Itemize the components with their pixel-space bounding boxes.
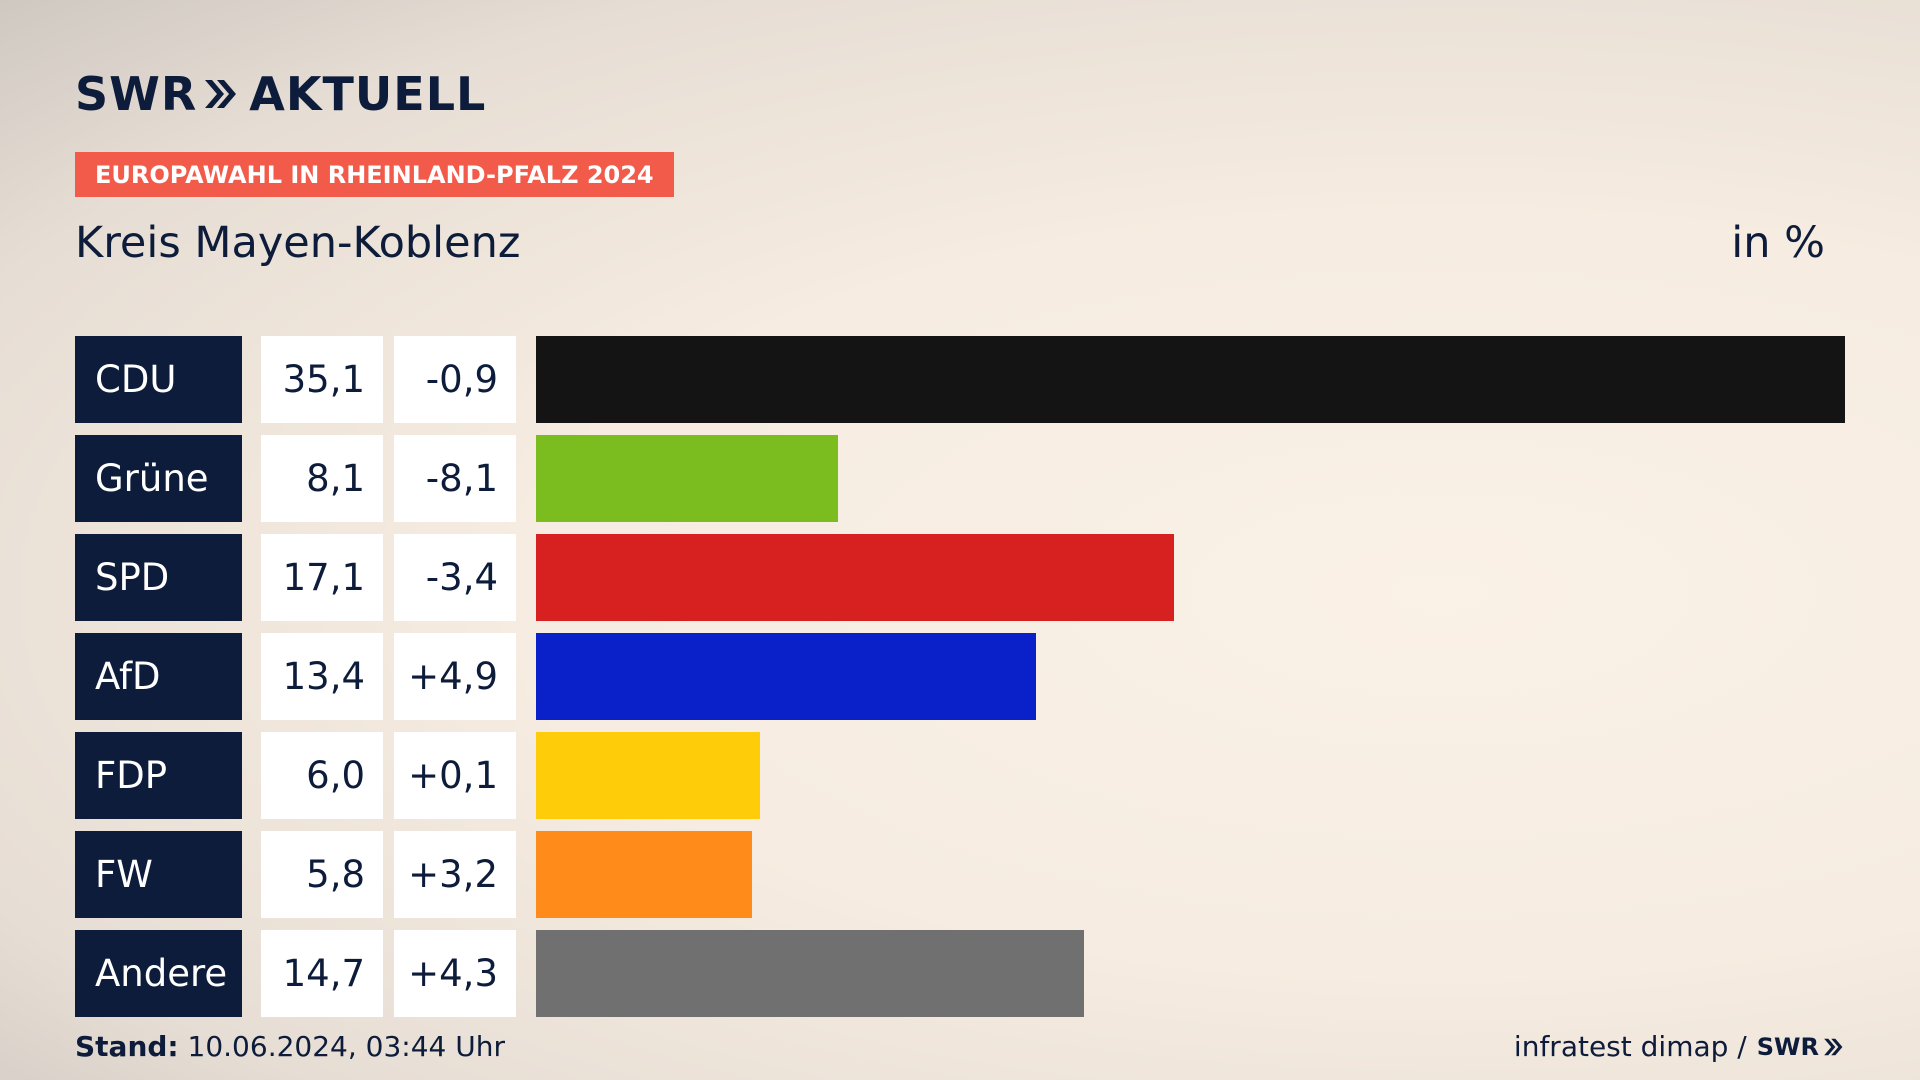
vote-share-value: 13,4	[261, 633, 383, 720]
party-row: CDU 35,1 -0,9	[75, 336, 1845, 423]
result-bar	[536, 633, 1036, 720]
stand-value: 10.06.2024, 03:44 Uhr	[187, 1030, 505, 1063]
vote-change-value: +4,3	[394, 930, 516, 1017]
vote-change-value: -3,4	[394, 534, 516, 621]
party-label: AfD	[75, 633, 242, 720]
source-text: infratest dimap /	[1513, 1030, 1747, 1063]
vote-share-value: 35,1	[261, 336, 383, 423]
party-row: AfD 13,4 +4,9	[75, 633, 1845, 720]
party-label: SPD	[75, 534, 242, 621]
party-label: CDU	[75, 336, 242, 423]
party-label: FDP	[75, 732, 242, 819]
vote-change-value: -8,1	[394, 435, 516, 522]
vote-share-value: 6,0	[261, 732, 383, 819]
vote-share-value: 14,7	[261, 930, 383, 1017]
timestamp: Stand: 10.06.2024, 03:44 Uhr	[75, 1030, 505, 1063]
party-row: Grüne 8,1 -8,1	[75, 435, 1845, 522]
party-label: Andere	[75, 930, 242, 1017]
result-bar	[536, 831, 752, 918]
result-bar	[536, 732, 760, 819]
result-bar	[536, 336, 1845, 423]
party-row: FW 5,8 +3,2	[75, 831, 1845, 918]
vote-change-value: -0,9	[394, 336, 516, 423]
swr-small-text: SWR	[1756, 1032, 1819, 1061]
party-label: Grüne	[75, 435, 242, 522]
small-chevron-icon	[1824, 1038, 1843, 1055]
result-bar	[536, 435, 838, 522]
swr-small-logo: SWR	[1757, 1033, 1844, 1061]
vote-share-value: 17,1	[261, 534, 383, 621]
logo-swr-text: SWR	[75, 67, 198, 121]
unit-label: in %	[1731, 218, 1825, 268]
election-badge: EUROPAWAHL IN RHEINLAND-PFALZ 2024	[75, 152, 674, 197]
vote-share-value: 5,8	[261, 831, 383, 918]
swr-aktuell-logo: SWR AKTUELL	[75, 66, 486, 122]
stand-label: Stand:	[75, 1030, 179, 1063]
party-row: FDP 6,0 +0,1	[75, 732, 1845, 819]
double-chevron-icon	[203, 77, 237, 111]
logo-aktuell-text: AKTUELL	[249, 67, 487, 121]
source-credit: infratest dimap / SWR	[1514, 1030, 1844, 1063]
result-bar	[536, 534, 1174, 621]
vote-change-value: +3,2	[394, 831, 516, 918]
party-label: FW	[75, 831, 242, 918]
vote-change-value: +0,1	[394, 732, 516, 819]
vote-share-value: 8,1	[261, 435, 383, 522]
party-row: SPD 17,1 -3,4	[75, 534, 1845, 621]
vote-change-value: +4,9	[394, 633, 516, 720]
party-row: Andere 14,7 +4,3	[75, 930, 1845, 1017]
region-title: Kreis Mayen-Koblenz	[75, 218, 521, 268]
result-bar	[536, 930, 1084, 1017]
